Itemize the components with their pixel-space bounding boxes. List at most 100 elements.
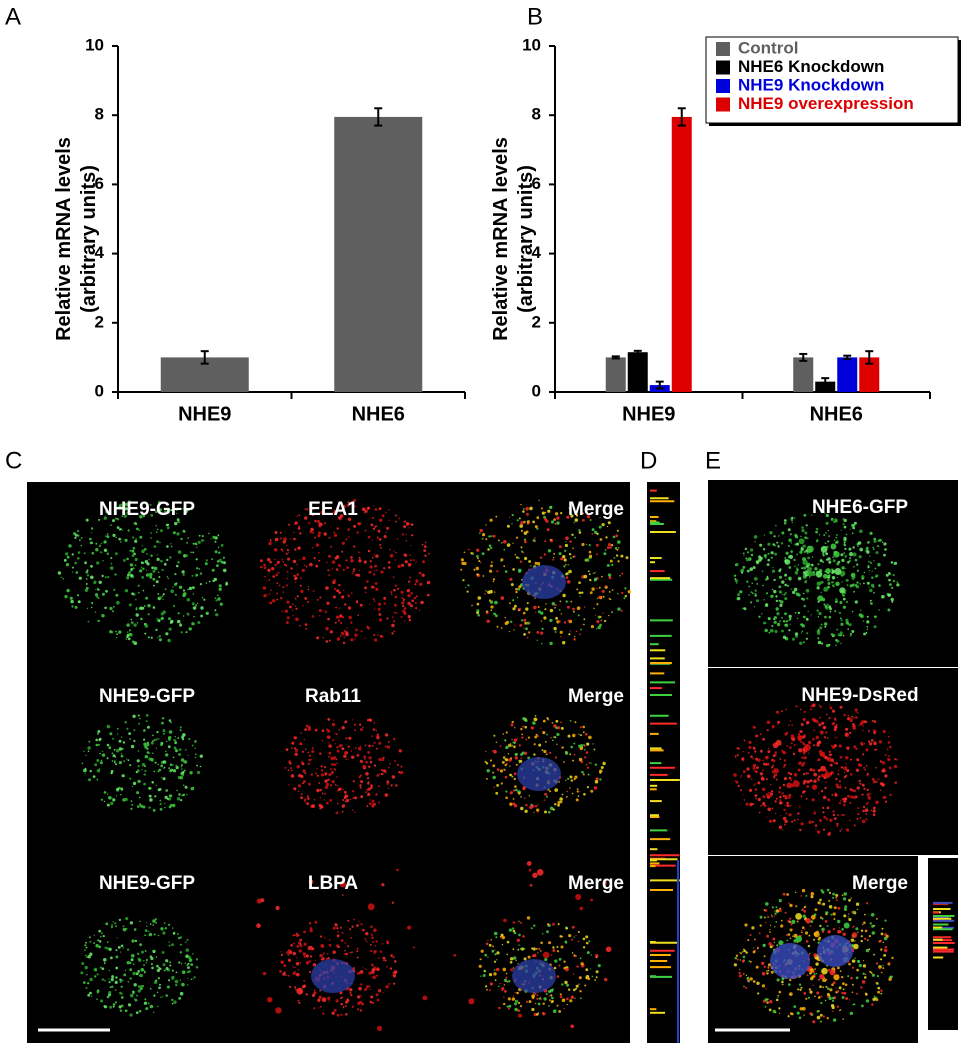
speckle: [388, 741, 390, 743]
speckle: [814, 810, 815, 811]
speckle: [784, 594, 786, 596]
speckle: [500, 936, 502, 938]
speckle: [801, 930, 803, 932]
speckle: [154, 934, 156, 936]
speckle: [361, 1003, 364, 1006]
speckle: [772, 570, 775, 573]
speckle: [336, 776, 338, 778]
speckle: [350, 990, 352, 992]
speckle: [878, 609, 879, 610]
speckle: [365, 761, 368, 764]
speckle: [850, 633, 852, 635]
speckle: [849, 802, 851, 804]
speckle: [63, 578, 64, 579]
speckle: [386, 527, 389, 530]
speckle: [148, 559, 150, 561]
speckle: [512, 721, 514, 723]
speckle: [405, 560, 408, 563]
speckle: [778, 791, 780, 793]
speckle: [527, 916, 530, 919]
speckle: [319, 615, 320, 616]
speckle: [160, 927, 163, 930]
speckle: [809, 991, 812, 994]
speckle: [501, 627, 503, 629]
speckle: [85, 755, 86, 756]
speckle: [554, 967, 556, 969]
speckle: [585, 935, 588, 938]
speckle: [88, 778, 91, 781]
speckle: [84, 944, 86, 946]
speckle: [762, 972, 766, 976]
speckle: [335, 743, 336, 744]
speckle: [845, 775, 847, 777]
speckle: [330, 768, 332, 770]
speckle: [857, 758, 858, 759]
speckle: [790, 929, 793, 932]
speckle: [78, 551, 81, 554]
speckle: [178, 612, 180, 614]
speckle: [808, 611, 809, 612]
speckle: [608, 521, 611, 524]
speckle: [336, 927, 338, 929]
speckle: [765, 902, 769, 906]
speckle: [571, 534, 573, 536]
speckle: [587, 951, 590, 954]
speckle: [556, 733, 559, 736]
speckle: [825, 732, 827, 734]
speckle: [551, 954, 552, 955]
speckle: [847, 975, 849, 977]
speckle: [112, 534, 115, 537]
speckle: [132, 992, 134, 994]
speckle: [139, 1010, 142, 1013]
speckle: [178, 550, 182, 554]
speckle: [325, 786, 328, 789]
speckle: [797, 819, 799, 821]
speckle: [263, 586, 266, 589]
speckle: [577, 606, 581, 610]
speckle: [813, 773, 817, 777]
speckle: [89, 936, 91, 938]
speckle: [518, 1002, 520, 1004]
speckle: [825, 920, 828, 923]
speckle: [300, 590, 303, 593]
speckle: [584, 756, 586, 758]
speckle: [822, 811, 824, 813]
speckle: [869, 742, 872, 745]
speckle: [790, 533, 792, 535]
speckle: [537, 869, 544, 876]
speckle: [556, 516, 559, 519]
speckle: [581, 962, 584, 965]
speckle: [486, 762, 488, 764]
speckle: [867, 789, 869, 791]
speckle: [495, 516, 497, 518]
speckle: [368, 536, 371, 539]
speckle: [790, 624, 791, 625]
speckle: [599, 771, 601, 773]
speckle: [871, 739, 874, 742]
speckle: [394, 596, 397, 599]
speckle: [875, 767, 877, 769]
speckle: [401, 564, 404, 567]
speckle: [180, 936, 182, 938]
speckle: [771, 557, 773, 559]
speckle: [180, 980, 181, 981]
speckle: [521, 530, 523, 532]
speckle: [148, 787, 150, 789]
speckle: [847, 561, 850, 564]
speckle: [357, 531, 359, 533]
speckle: [337, 803, 339, 805]
speckle: [527, 637, 529, 639]
speckle: [815, 908, 818, 911]
speckle: [414, 597, 417, 600]
speckle: [579, 592, 582, 595]
speckle: [93, 582, 96, 585]
speckle: [524, 557, 527, 560]
speckle: [514, 727, 515, 728]
speckle: [125, 589, 128, 592]
speckle: [523, 508, 525, 510]
speckle: [853, 553, 857, 557]
speckle: [179, 624, 182, 627]
speckle: [95, 593, 96, 594]
speckle: [512, 514, 514, 516]
speckle: [854, 940, 855, 941]
